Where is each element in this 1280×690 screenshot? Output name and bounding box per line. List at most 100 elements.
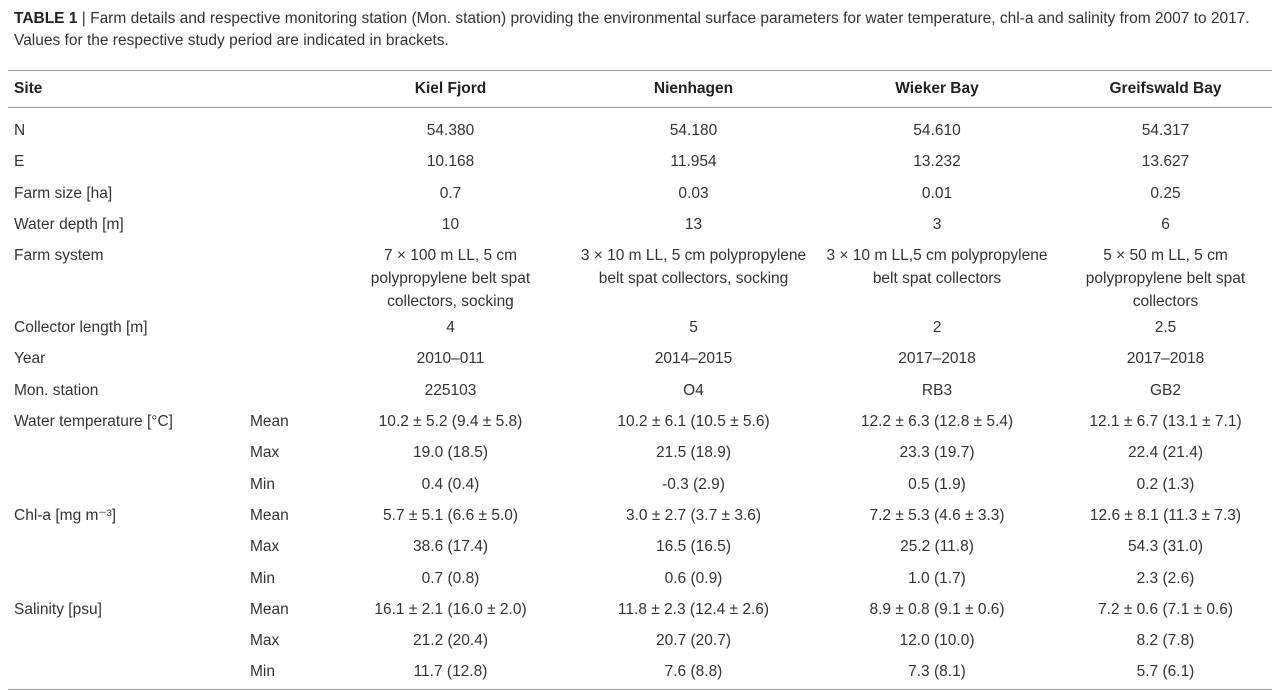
- table-cell: 7 × 100 m LL, 5 cm polypropylene belt sp…: [370, 247, 531, 311]
- table-caption: TABLE 1 | Farm details and respective mo…: [14, 8, 1264, 52]
- row-label: [8, 626, 244, 657]
- row-label: [8, 564, 244, 595]
- table-row: Max 19.0 (18.5) 21.5 (18.9) 23.3 (19.7) 22.4…: [8, 438, 1272, 469]
- header-cell: [244, 71, 329, 108]
- table-cell: 8.9 ± 0.8 (9.1 ± 0.6): [869, 600, 1005, 618]
- header-cell: Kiel Fjord: [414, 80, 487, 97]
- row-label: Chl-a [mg m⁻³]: [14, 506, 117, 524]
- row-sublabel: Min: [250, 475, 275, 493]
- table-cell: 6: [1161, 215, 1170, 233]
- table-cell: 11.8 ± 2.3 (12.4 ± 2.6): [617, 600, 770, 618]
- table-cell: 25.2 (11.8): [900, 538, 974, 556]
- table-cell: 3: [932, 215, 942, 233]
- table-cell: 8.2 (7.8): [1136, 632, 1195, 650]
- row-sublabel: [244, 344, 329, 375]
- table-cell: 0.25: [1150, 184, 1181, 202]
- table-cell: 20.7 (20.7): [656, 632, 731, 650]
- table-cell: 0.4 (0.4): [421, 475, 480, 493]
- table-cell: 7.3 (8.1): [908, 663, 966, 681]
- row-sublabel: Max: [250, 444, 280, 462]
- table-cell: 5.7 ± 5.1 (6.6 ± 5.0): [382, 506, 519, 524]
- header-cell: Nienhagen: [653, 80, 734, 97]
- row-label: [8, 657, 244, 689]
- row-sublabel: [244, 376, 329, 407]
- table-cell: 0.2 (1.3): [1136, 475, 1195, 493]
- table-row: Salinity [psu] Mean 16.1 ± 2.1 (16.0 ± 2.0…: [8, 595, 1272, 626]
- table-cell: 54.610: [913, 122, 961, 139]
- table-cell: 54.180: [669, 122, 718, 139]
- table-cell: 0.5 (1.9): [908, 475, 966, 493]
- table-cell: 12.6 ± 8.1 (11.3 ± 7.3): [1089, 506, 1242, 524]
- table-cell: 13.232: [913, 153, 961, 171]
- row-label: Collector length [m]: [14, 319, 148, 337]
- table-row: Mon. station 225103 O4 RB3 GB2: [8, 376, 1272, 407]
- table-cell: 7.2 ± 5.3 (4.6 ± 3.3): [869, 506, 1005, 524]
- data-table: Site Kiel Fjord Nienhagen Wieker Bay Greifsw…: [8, 70, 1272, 690]
- table-cell: 11.954: [670, 153, 717, 171]
- table-cell: 7.2 ± 0.6 (7.1 ± 0.6): [1097, 600, 1234, 618]
- spacer-cell: [8, 108, 1272, 117]
- row-sublabel: [244, 179, 329, 210]
- table-cell: 5.7 (6.1): [1136, 663, 1195, 681]
- table-cell: 225103: [424, 381, 477, 399]
- table-cell: 54.3 (31.0): [1128, 538, 1203, 556]
- table-cell: 38.6 (17.4): [413, 538, 488, 556]
- table-cell: 22.4 (21.4): [1128, 444, 1203, 462]
- table-cell: 0.6 (0.9): [664, 569, 723, 587]
- table-row: Min 11.7 (12.8) 7.6 (8.8) 7.3 (8.1) 5.7 (6.1…: [8, 657, 1272, 689]
- row-sublabel: Mean: [250, 600, 289, 618]
- row-sublabel: [244, 241, 329, 313]
- row-label: E: [14, 153, 25, 171]
- table-cell: 54.317: [1141, 122, 1190, 139]
- row-sublabel: Min: [250, 569, 275, 587]
- table-cell: 10.2 ± 5.2 (9.4 ± 5.8): [378, 413, 523, 431]
- row-sublabel: [244, 210, 329, 241]
- table-cell: 3.0 ± 2.7 (3.7 ± 3.6): [625, 506, 762, 524]
- table-cell: 23.3 (19.7): [899, 444, 975, 462]
- table-cell: 7.6 (8.8): [664, 663, 723, 681]
- table-row: Year 2010–011 2014–2015 2017–2018 2017–2018: [8, 344, 1272, 375]
- table-cell: RB3: [921, 381, 953, 399]
- header-cell: Wieker Bay: [895, 80, 979, 97]
- row-sublabel: [244, 313, 329, 344]
- table-cell: 2017–2018: [1126, 350, 1205, 368]
- table-cell: 10: [441, 215, 460, 233]
- table-cell: 2.5: [1154, 319, 1177, 337]
- row-label: [8, 532, 244, 563]
- table-row: E 10.168 11.954 13.232 13.627: [8, 147, 1272, 178]
- table-cell: 10.2 ± 6.1 (10.5 ± 5.6): [617, 413, 770, 431]
- table-row: Water depth [m] 10 13 3 6: [8, 210, 1272, 241]
- table-cell: 11.7 (12.8): [413, 663, 488, 681]
- row-sublabel: Min: [250, 663, 275, 681]
- table-cell: 0.01: [921, 184, 953, 202]
- table-cell: -0.3 (2.9): [662, 475, 725, 493]
- row-sublabel: [244, 147, 329, 178]
- table-cell: 3 × 10 m LL, 5 cm polypropylene belt spa…: [580, 247, 807, 288]
- table-row: Min 0.7 (0.8) 0.6 (0.9) 1.0 (1.7) 2.3 (2.6): [8, 564, 1272, 595]
- table-row: Min 0.4 (0.4) -0.3 (2.9) 0.5 (1.9) 0.2 (1.3): [8, 470, 1272, 501]
- table-cell: 2.3 (2.6): [1136, 569, 1195, 587]
- table-row: Farm system 7 × 100 m LL, 5 cm polypropyl…: [8, 241, 1272, 313]
- table-row: Water temperature [°C] Mean 10.2 ± 5.2 (9.…: [8, 407, 1272, 438]
- table-cell: 13.627: [1141, 153, 1190, 171]
- table-cell: 21.5 (18.9): [656, 444, 731, 462]
- table-cell: 12.0 (10.0): [899, 632, 975, 650]
- table-cell: 1.0 (1.7): [908, 569, 966, 587]
- table-cell: O4: [683, 381, 704, 399]
- page: TABLE 1 | Farm details and respective mo…: [8, 8, 1272, 690]
- table-cell: 2: [932, 319, 942, 337]
- table-cell: 16.1 ± 2.1 (16.0 ± 2.0): [374, 600, 527, 618]
- table-body: N 54.380 54.180 54.610 54.317 E 10.168 11.954 13…: [8, 108, 1272, 690]
- header-row: Site Kiel Fjord Nienhagen Wieker Bay Greifsw…: [8, 70, 1272, 108]
- table-cell: 2014–2015: [654, 350, 733, 368]
- header-cell: Greifswald Bay: [1109, 80, 1222, 97]
- row-label: Water temperature [°C]: [14, 413, 173, 431]
- table-cell: 19.0 (18.5): [413, 444, 488, 462]
- row-label: Farm size [ha]: [14, 184, 113, 202]
- caption-text: | Farm details and respective monitoring…: [14, 10, 1250, 49]
- table-cell: 16.5 (16.5): [656, 538, 731, 556]
- row-label: N: [14, 122, 26, 139]
- table-row: Max 21.2 (20.4) 20.7 (20.7) 12.0 (10.0) 8.2 …: [8, 626, 1272, 657]
- row-sublabel: [244, 116, 329, 147]
- table-cell: 2017–2018: [898, 350, 976, 368]
